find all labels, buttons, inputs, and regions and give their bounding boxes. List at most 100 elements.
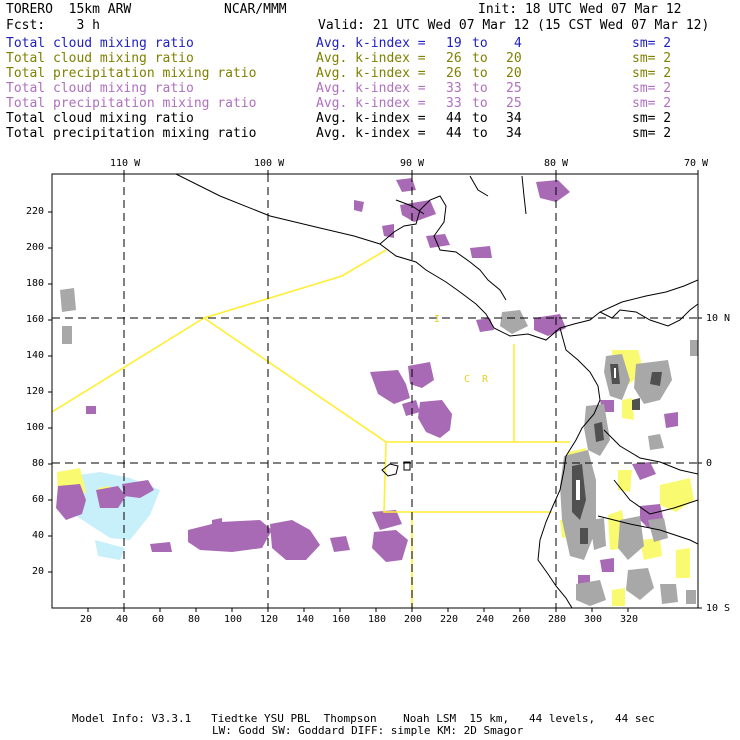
- y-tick-label: 160: [25, 314, 44, 325]
- valid-time: Valid: 21 UTC Wed 07 Mar 12 (15 CST Wed …: [318, 18, 710, 33]
- legend-k2: 25: [506, 96, 522, 111]
- legend-avg: Avg. k-index =: [316, 96, 426, 111]
- legend-row: Total precipitation mixing ratio Avg. k-…: [6, 66, 671, 171]
- legend-to: to: [472, 81, 488, 96]
- lat-label: 10 S: [706, 603, 731, 614]
- legend-avg: Avg. k-index =: [316, 81, 426, 96]
- center-name: NCAR/MMM: [224, 2, 287, 17]
- lon-label: 110 W: [110, 158, 141, 169]
- x-tick-label: 240: [476, 614, 495, 625]
- legend-to: to: [472, 96, 488, 111]
- lon-label: 100 W: [254, 158, 285, 169]
- map-frame: [51, 173, 699, 609]
- x-tick-label: 260: [512, 614, 531, 625]
- legend-avg: Avg. k-index =: [316, 111, 426, 126]
- x-tick-label: 60: [152, 614, 165, 625]
- region-label-i: I: [434, 314, 441, 325]
- legend-avg: Avg. k-index =: [316, 36, 426, 51]
- lon-tick-marks: [123, 170, 702, 609]
- y-tick-label: 20: [31, 566, 44, 577]
- legend-to: to: [472, 66, 488, 81]
- y-tick-label: 220: [25, 206, 44, 217]
- x-tick-label: 100: [224, 614, 243, 625]
- legend-sm: sm= 2: [632, 96, 672, 111]
- x-tick-label: 300: [584, 614, 603, 625]
- x-tick-label: 120: [260, 614, 279, 625]
- y-tick-label: 180: [25, 278, 44, 289]
- legend-k2: 34: [506, 111, 522, 126]
- legend-k1: 44: [446, 126, 462, 141]
- y-tick-label: 200: [25, 242, 44, 253]
- legend-k2: 4: [514, 36, 522, 51]
- legend-to: to: [472, 36, 488, 51]
- x-tick-label: 180: [368, 614, 387, 625]
- x-tick-label: 140: [296, 614, 315, 625]
- legend-row: Total precipitation mixing ratio Avg. k-…: [6, 126, 671, 231]
- x-tick-label: 80: [188, 614, 201, 625]
- lat-lon-grid: [52, 174, 698, 608]
- footer-model-info: Model Info: V3.3.1 Tiedtke YSU PBL Thomp…: [72, 712, 655, 725]
- legend-row: Total cloud mixing ratio Avg. k-index = …: [6, 111, 671, 216]
- legend-k2: 20: [506, 51, 522, 66]
- x-tick-label: 40: [116, 614, 129, 625]
- legend-field: Total cloud mixing ratio: [6, 111, 194, 126]
- y-tick-label: 40: [31, 530, 44, 541]
- forecast-hour: Fcst: 3 h: [6, 18, 100, 33]
- legend-row: Total cloud mixing ratio Avg. k-index = …: [6, 36, 671, 141]
- x-tick-label: 220: [440, 614, 459, 625]
- legend-k1: 44: [446, 111, 462, 126]
- legend-field: Total precipitation mixing ratio: [6, 126, 257, 141]
- lon-label: 80 W: [544, 158, 569, 169]
- legend-k2: 25: [506, 81, 522, 96]
- model-title: TORERO 15km ARW: [6, 2, 132, 17]
- legend-k2: 34: [506, 126, 522, 141]
- y-tick-label: 120: [25, 386, 44, 397]
- init-time: Init: 18 UTC Wed 07 Mar 12: [478, 2, 682, 17]
- y-tick-label: 140: [25, 350, 44, 361]
- x-tick-label: 200: [404, 614, 423, 625]
- legend-sm: sm= 2: [632, 81, 672, 96]
- legend-to: to: [472, 126, 488, 141]
- legend-avg: Avg. k-index =: [316, 126, 426, 141]
- axis-ticks: [48, 211, 629, 612]
- legend-sm: sm= 2: [632, 66, 672, 81]
- x-tick-label: 320: [620, 614, 639, 625]
- legend-field: Total precipitation mixing ratio: [6, 96, 257, 111]
- region-label-cr: C R: [464, 374, 489, 385]
- y-tick-label: 100: [25, 422, 44, 433]
- x-tick-label: 280: [548, 614, 567, 625]
- legend-k2: 20: [506, 66, 522, 81]
- legend-field: Total cloud mixing ratio: [6, 51, 194, 66]
- legend-sm: sm= 2: [632, 51, 672, 66]
- legend-row: Total precipitation mixing ratio Avg. k-…: [6, 96, 671, 201]
- legend-k1: 26: [446, 66, 462, 81]
- legend-row: Total cloud mixing ratio Avg. k-index = …: [6, 81, 671, 186]
- legend-row: Total cloud mixing ratio Avg. k-index = …: [6, 51, 671, 156]
- footer-physics: LW: Godd SW: Goddard DIFF: simple KM: 2D…: [212, 724, 524, 737]
- legend-avg: Avg. k-index =: [316, 51, 426, 66]
- legend-sm: sm= 2: [632, 36, 672, 51]
- x-tick-label: 160: [332, 614, 351, 625]
- legend-k1: 33: [446, 81, 462, 96]
- legend-sm: sm= 2: [632, 111, 672, 126]
- region-boundaries: [52, 249, 570, 608]
- legend-k1: 33: [446, 96, 462, 111]
- lat-label: 0: [706, 458, 713, 469]
- lat-label: 10 N: [706, 313, 731, 324]
- legend-k1: 19: [446, 36, 462, 51]
- y-tick-label: 80: [31, 458, 44, 469]
- lon-label: 90 W: [400, 158, 425, 169]
- legend-sm: sm= 2: [632, 126, 672, 141]
- y-tick-label: 60: [31, 494, 44, 505]
- legend-field: Total cloud mixing ratio: [6, 81, 194, 96]
- x-tick-label: 20: [80, 614, 93, 625]
- field-shading: [56, 178, 698, 606]
- legend-to: to: [472, 111, 488, 126]
- legend-field: Total cloud mixing ratio: [6, 36, 194, 51]
- legend-field: Total precipitation mixing ratio: [6, 66, 257, 81]
- legend-avg: Avg. k-index =: [316, 66, 426, 81]
- legend-to: to: [472, 51, 488, 66]
- lon-label: 70 W: [684, 158, 709, 169]
- legend-k1: 26: [446, 51, 462, 66]
